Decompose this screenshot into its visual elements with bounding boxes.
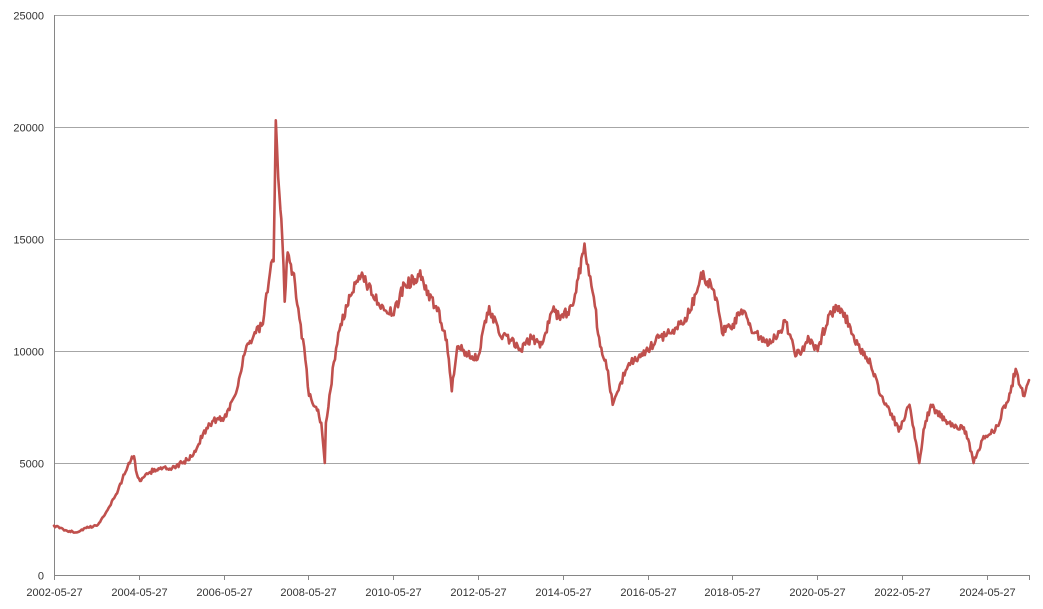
- x-tick-label: 2012-05-27: [450, 587, 506, 599]
- axes: [54, 15, 1030, 580]
- y-tick-label: 15000: [13, 235, 44, 247]
- y-tick-label: 20000: [13, 123, 44, 135]
- series-line: [52, 119, 1031, 534]
- x-tick-label: 2002-05-27: [26, 587, 82, 599]
- x-tick-label: 2016-05-27: [620, 587, 676, 599]
- y-tick-label: 10000: [13, 347, 44, 359]
- x-tick-label: 2008-05-27: [280, 587, 336, 599]
- gridlines: [54, 15, 1029, 464]
- x-tick-label: 2018-05-27: [704, 587, 760, 599]
- x-axis-tick-labels: 2002-05-27 2004-05-27 2006-05-27 2008-05-27…: [26, 587, 1015, 599]
- x-tick-label: 2006-05-27: [196, 587, 252, 599]
- x-tick-label: 2022-05-27: [874, 587, 930, 599]
- y-tick-label: 0: [38, 571, 44, 583]
- y-axis-tick-labels: 0 5000 10000 15000 20000 25000: [13, 11, 44, 583]
- x-tick-label: 2020-05-27: [789, 587, 845, 599]
- x-tick-label: 2010-05-27: [365, 587, 421, 599]
- x-tick-label: 2024-05-27: [959, 587, 1015, 599]
- x-tick-label: 2004-05-27: [111, 587, 167, 599]
- series-group: [52, 119, 1031, 534]
- y-tick-label: 5000: [20, 459, 44, 471]
- x-tick-label: 2014-05-27: [535, 587, 591, 599]
- y-tick-label: 25000: [13, 11, 44, 23]
